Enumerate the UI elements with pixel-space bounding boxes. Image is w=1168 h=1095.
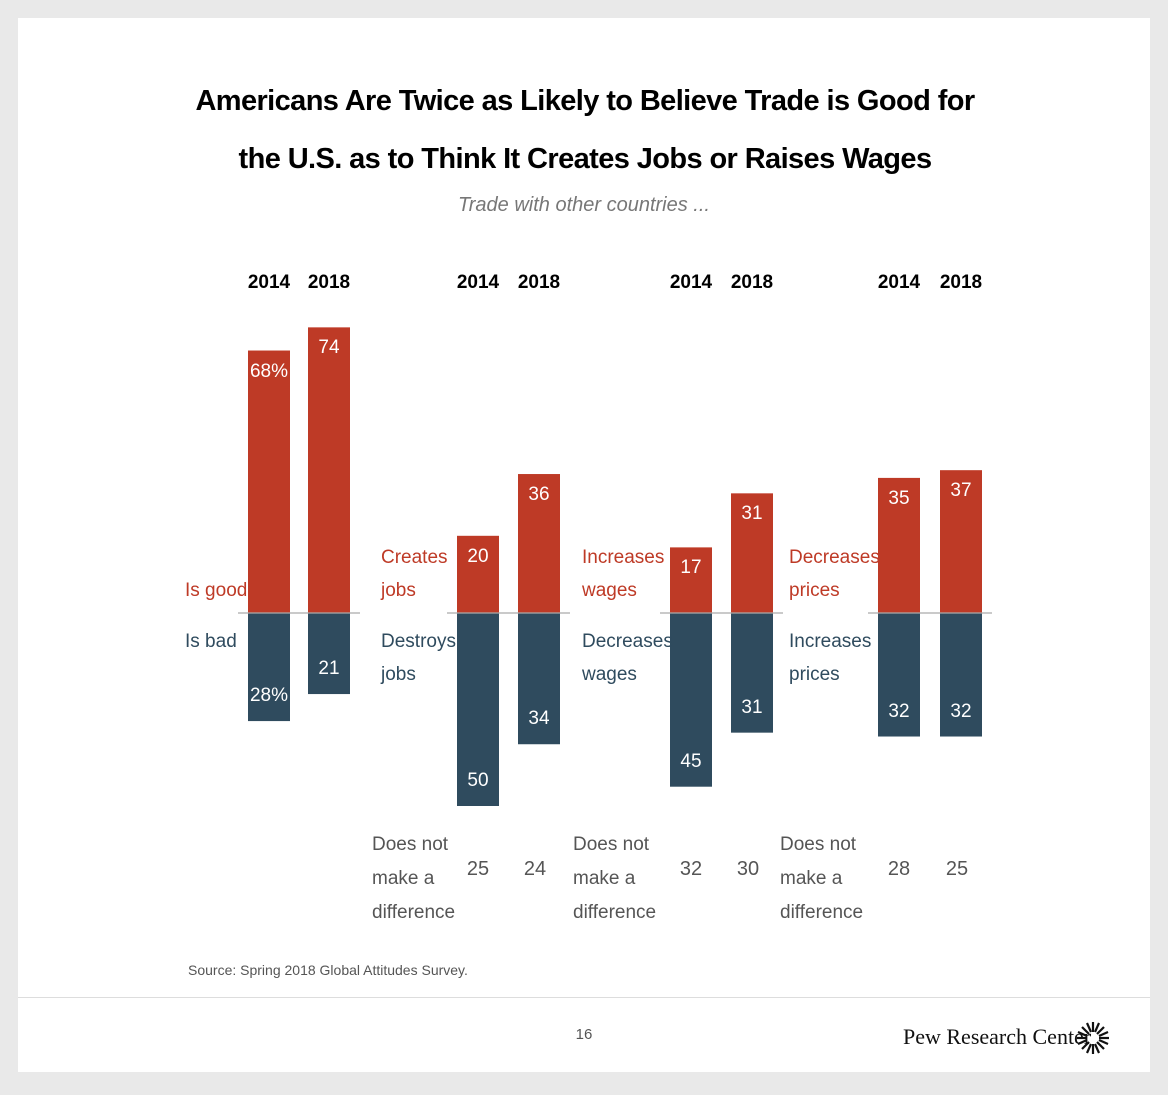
year-label: 2018: [307, 272, 351, 293]
bar-positive: [308, 327, 350, 613]
value-label: 31: [741, 503, 763, 525]
year-label: 2018: [517, 272, 561, 293]
value-label: 32: [950, 700, 972, 722]
value-label: 31: [741, 696, 763, 718]
year-label: 2014: [247, 272, 291, 293]
neutral-label: Does not make a difference: [372, 834, 456, 923]
neutral-value: 30: [736, 858, 760, 880]
year-label: 2018: [939, 272, 983, 293]
year-label: 2018: [730, 272, 774, 293]
bar-positive: [940, 470, 982, 613]
value-label: 35: [888, 487, 910, 509]
source-note: Source: Spring 2018 Global Attitudes Sur…: [188, 962, 468, 978]
bar-negative: [248, 613, 290, 722]
series-label: Is good: [185, 580, 248, 601]
year-label: 2014: [877, 272, 921, 293]
value-label: 20: [467, 545, 489, 567]
bar-negative: [940, 613, 982, 737]
bar-negative: [731, 613, 773, 733]
bar-negative: [670, 613, 712, 787]
series-label: Is bad: [185, 631, 237, 652]
series-label: Destroys jobs: [381, 631, 456, 685]
logo-icon: [1077, 1022, 1109, 1054]
value-label: 34: [528, 708, 550, 730]
bar-positive: [670, 547, 712, 613]
value-label: 50: [467, 770, 489, 791]
footer-rule: [18, 997, 1150, 998]
neutral-label: Does not make a difference: [780, 834, 864, 923]
chart-subtitle: Trade with other countries ...: [458, 194, 710, 216]
year-label: 2014: [456, 272, 500, 293]
bar-negative: [518, 613, 560, 745]
value-label: 45: [680, 750, 702, 772]
bar-positive: [457, 535, 499, 613]
page-number: 16: [575, 1026, 593, 1043]
series-label: Decreases prices: [789, 547, 880, 601]
series-label: Increases prices: [789, 631, 872, 685]
series-label: Increases wages: [582, 547, 665, 601]
neutral-label: Does not make a difference: [573, 834, 657, 923]
value-label: 36: [528, 484, 550, 506]
value-label: 68%: [249, 360, 289, 382]
neutral-value: 32: [679, 858, 703, 880]
logo-text: Pew Research Center: [903, 1024, 1092, 1049]
bar-negative: [308, 613, 350, 695]
value-label: 74: [318, 337, 340, 359]
neutral-value: 24: [523, 858, 547, 880]
value-label: 32: [888, 700, 910, 722]
neutral-value: 25: [466, 858, 490, 880]
chart-title: Americans Are Twice as Likely to Believe…: [195, 85, 975, 175]
neutral-value: 28: [887, 858, 911, 880]
value-label: 17: [680, 557, 702, 579]
neutral-value: 25: [945, 858, 969, 880]
bar-negative: [878, 613, 920, 737]
series-label: Creates jobs: [381, 547, 448, 601]
year-label: 2014: [669, 272, 713, 293]
value-label: 28%: [249, 685, 289, 707]
bar-positive: [518, 474, 560, 613]
bar-positive: [731, 493, 773, 613]
bar-negative: [457, 613, 499, 806]
bar-positive: [878, 477, 920, 613]
value-label: 21: [318, 658, 340, 680]
value-label: 37: [950, 480, 972, 502]
series-label: Decreases wages: [582, 631, 673, 685]
bar-positive: [248, 350, 290, 613]
